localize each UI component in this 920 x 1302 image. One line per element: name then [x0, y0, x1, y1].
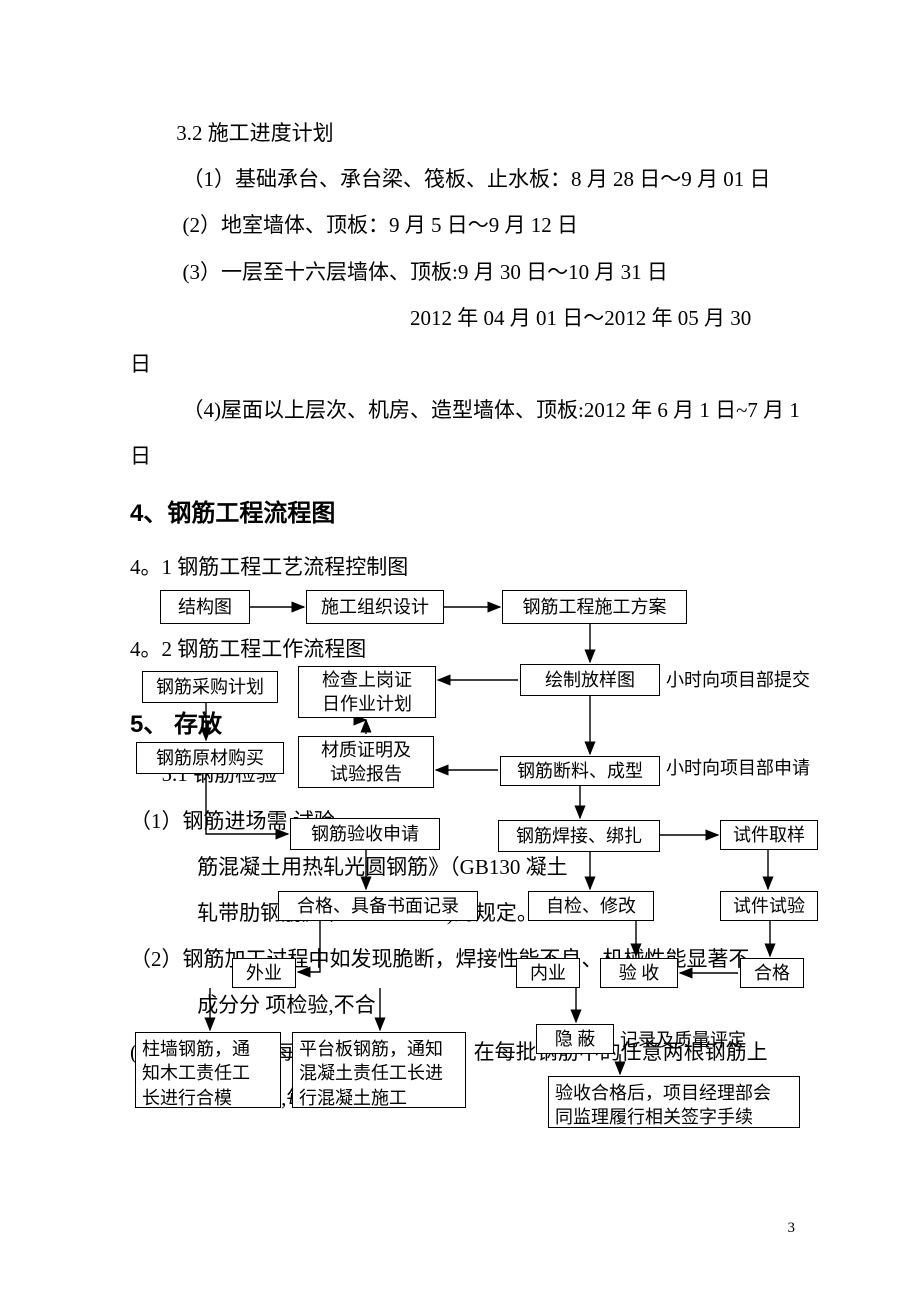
- para-3c: 日: [130, 341, 800, 387]
- heading-4: 4、钢筋工程流程图: [130, 488, 800, 541]
- bullet-3b: 各取一套,每套试样从每根钢: [130, 1075, 800, 1121]
- bullet-2: （2）钢筋加工过程中如发现脆断，焊接性能不良、机械性能显著不: [130, 936, 800, 982]
- bullet-1c: 轧带肋钢筋》（GB1499—91)的规定。: [130, 890, 800, 936]
- body-text: 3.2 施工进度计划 （1）基础承台、承台梁、筏板、止水板：8 月 28 日～9…: [0, 0, 920, 1121]
- page-number: 3: [788, 1220, 796, 1237]
- bullet-1: （1）钢筋进场需 试验: [130, 798, 800, 844]
- bullet-3: (3）钢筋取样，每批重量不大于 60t。在每批钢筋中的任意两根钢筋上: [130, 1029, 800, 1075]
- para-3b: 2012 年 04 月 01 日～2012 年 05 月 30: [130, 295, 800, 341]
- para-4a: （4)屋面以上层次、机房、造型墙体、顶板:2012 年 6 月 1 日~7 月 …: [130, 387, 800, 433]
- bullet-2b: 成分分 项检验,不合: [130, 982, 800, 1028]
- section-4-2: 4。2 钢筋工程工作流程图: [130, 626, 800, 672]
- para-4b: 日: [130, 433, 800, 479]
- bullet-1b: 筋混凝土用热轧光圆钢筋》（GB130 凝土: [130, 844, 800, 890]
- heading-5-partial: 5、 存放: [130, 699, 800, 752]
- section-4-1: 4。1 钢筋工程工艺流程控制图: [130, 544, 800, 590]
- para-3: (3）一层至十六层墙体、顶板:9 月 30 日～10 月 31 日: [130, 249, 800, 295]
- section-5-1: 5.1 钢筋检验: [130, 751, 800, 797]
- document-page: 3.2 施工进度计划 （1）基础承台、承台梁、筏板、止水板：8 月 28 日～9…: [0, 0, 920, 1302]
- para-1: （1）基础承台、承台梁、筏板、止水板：8 月 28 日～9 月 01 日: [130, 156, 800, 202]
- para-2: (2）地室墙体、顶板：9 月 5 日～9 月 12 日: [130, 202, 800, 248]
- section-3-2-title: 3.2 施工进度计划: [130, 110, 800, 156]
